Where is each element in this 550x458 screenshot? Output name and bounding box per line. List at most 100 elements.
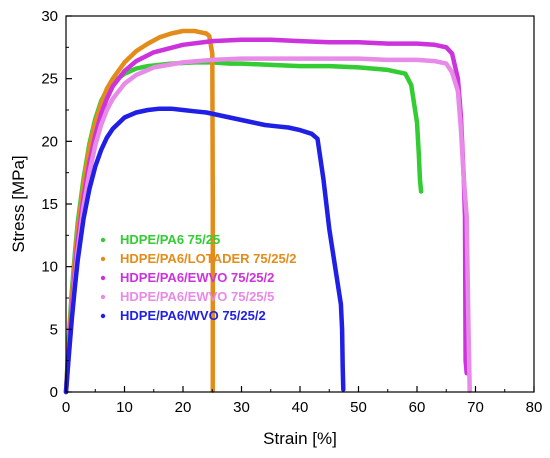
series-5-point: [321, 177, 326, 181]
legend-label-3: HDPE/PA6/EWVO 75/25/2: [120, 270, 274, 285]
series-5-point: [340, 365, 345, 369]
series-1-point: [417, 152, 421, 156]
series-3-point: [432, 43, 437, 47]
series-5-point: [216, 113, 220, 117]
series-1-point: [415, 120, 419, 125]
series-2-point: [122, 60, 127, 65]
series-2-point: [204, 31, 209, 36]
series-5-point: [340, 327, 344, 332]
series-4-point: [93, 143, 98, 147]
series-4-point: [432, 59, 437, 63]
series-1-point: [228, 61, 232, 66]
x-tick-label: 20: [175, 399, 192, 416]
series-2-point: [198, 30, 203, 35]
series-2-point: [169, 31, 174, 36]
legend-marker-5: [100, 313, 106, 319]
series-3-point: [463, 358, 468, 363]
series-4-point: [415, 58, 419, 62]
series-5-point: [75, 258, 80, 263]
series-3-point: [111, 84, 115, 88]
series-4-point: [87, 170, 92, 175]
series-4-point: [210, 58, 215, 62]
series-5-point: [181, 108, 185, 112]
series-2-point: [111, 76, 115, 81]
series-5-point: [67, 352, 71, 357]
series-4-point: [134, 73, 138, 77]
y-tick-label: 15: [41, 196, 58, 213]
series-5-point: [70, 317, 74, 322]
series-5-point: [263, 123, 267, 127]
series-4-point: [111, 96, 115, 101]
series-3-point: [105, 96, 109, 101]
series-4-point: [327, 56, 332, 61]
series-5-point: [286, 125, 291, 130]
legend-marker-1: [100, 237, 106, 243]
series-3-point: [99, 112, 103, 116]
series-4-point: [298, 56, 302, 61]
series-3-point: [269, 38, 273, 42]
series-3-point: [450, 51, 454, 56]
series-1-point: [298, 64, 302, 68]
series-4-point: [152, 65, 156, 70]
series-4-point: [99, 123, 103, 127]
series-4-point: [386, 58, 390, 62]
series-2-point: [210, 51, 215, 56]
series-2-point: [99, 101, 103, 106]
legend-label-4: HDPE/PA6/EWVO 75/25/5: [120, 289, 274, 304]
series-5-point: [204, 110, 209, 115]
series-3-point: [239, 38, 244, 42]
series-1-point: [409, 83, 414, 87]
x-tick-label: 30: [233, 399, 250, 416]
series-line-1: [63, 60, 424, 395]
series-1-point: [239, 61, 244, 66]
series-4-point: [464, 214, 469, 219]
series-2-point: [211, 204, 215, 209]
series-3-point: [444, 45, 449, 50]
series-4-point: [456, 89, 460, 93]
series-2-point: [181, 29, 185, 33]
series-5-point: [87, 187, 92, 191]
series-5-point: [111, 127, 115, 131]
series-1-point: [146, 64, 150, 68]
series-5-point: [315, 137, 320, 141]
series-4-point: [459, 127, 463, 131]
series-3-point: [181, 43, 185, 47]
series-3-point: [456, 76, 460, 81]
series-5-point: [93, 164, 98, 169]
series-1-point: [403, 71, 408, 76]
y-tick-label: 5: [50, 321, 58, 338]
series-5-point: [105, 135, 109, 140]
series-4-point: [462, 177, 466, 181]
legend-label-2: HDPE/PA6/LOTADER 75/25/2: [120, 251, 297, 266]
series-5-point: [333, 264, 337, 269]
series-4-point: [122, 81, 127, 86]
legend-label-1: HDPE/PA6 75/25: [120, 232, 220, 247]
y-tick-label: 30: [41, 8, 58, 25]
series-line-3: [63, 37, 469, 395]
series-1-point: [269, 63, 273, 67]
y-axis-title: Stress [MPa]: [9, 155, 28, 252]
series-5-point: [146, 108, 150, 112]
series-5-point: [134, 110, 138, 115]
series-5-point: [157, 106, 162, 111]
x-tick-label: 10: [116, 399, 133, 416]
series-5-point: [274, 124, 279, 129]
series-4-point: [356, 56, 361, 61]
series-2-point: [192, 29, 197, 33]
series-4-point: [269, 56, 273, 61]
series-5-point: [228, 115, 232, 120]
legend-marker-3: [100, 275, 106, 281]
x-tick-label: 50: [350, 399, 367, 416]
x-tick-label: 60: [409, 399, 426, 416]
series-4-point: [105, 108, 109, 112]
series-2-point: [134, 49, 138, 53]
series-4-point: [444, 61, 449, 66]
series-4-point: [239, 56, 244, 61]
legend-marker-4: [100, 294, 106, 300]
series-5-point: [99, 148, 103, 152]
series-1-point: [418, 177, 422, 181]
series-5-point: [309, 132, 314, 136]
legend-marker-2: [100, 256, 106, 262]
series-3-point: [152, 50, 156, 55]
